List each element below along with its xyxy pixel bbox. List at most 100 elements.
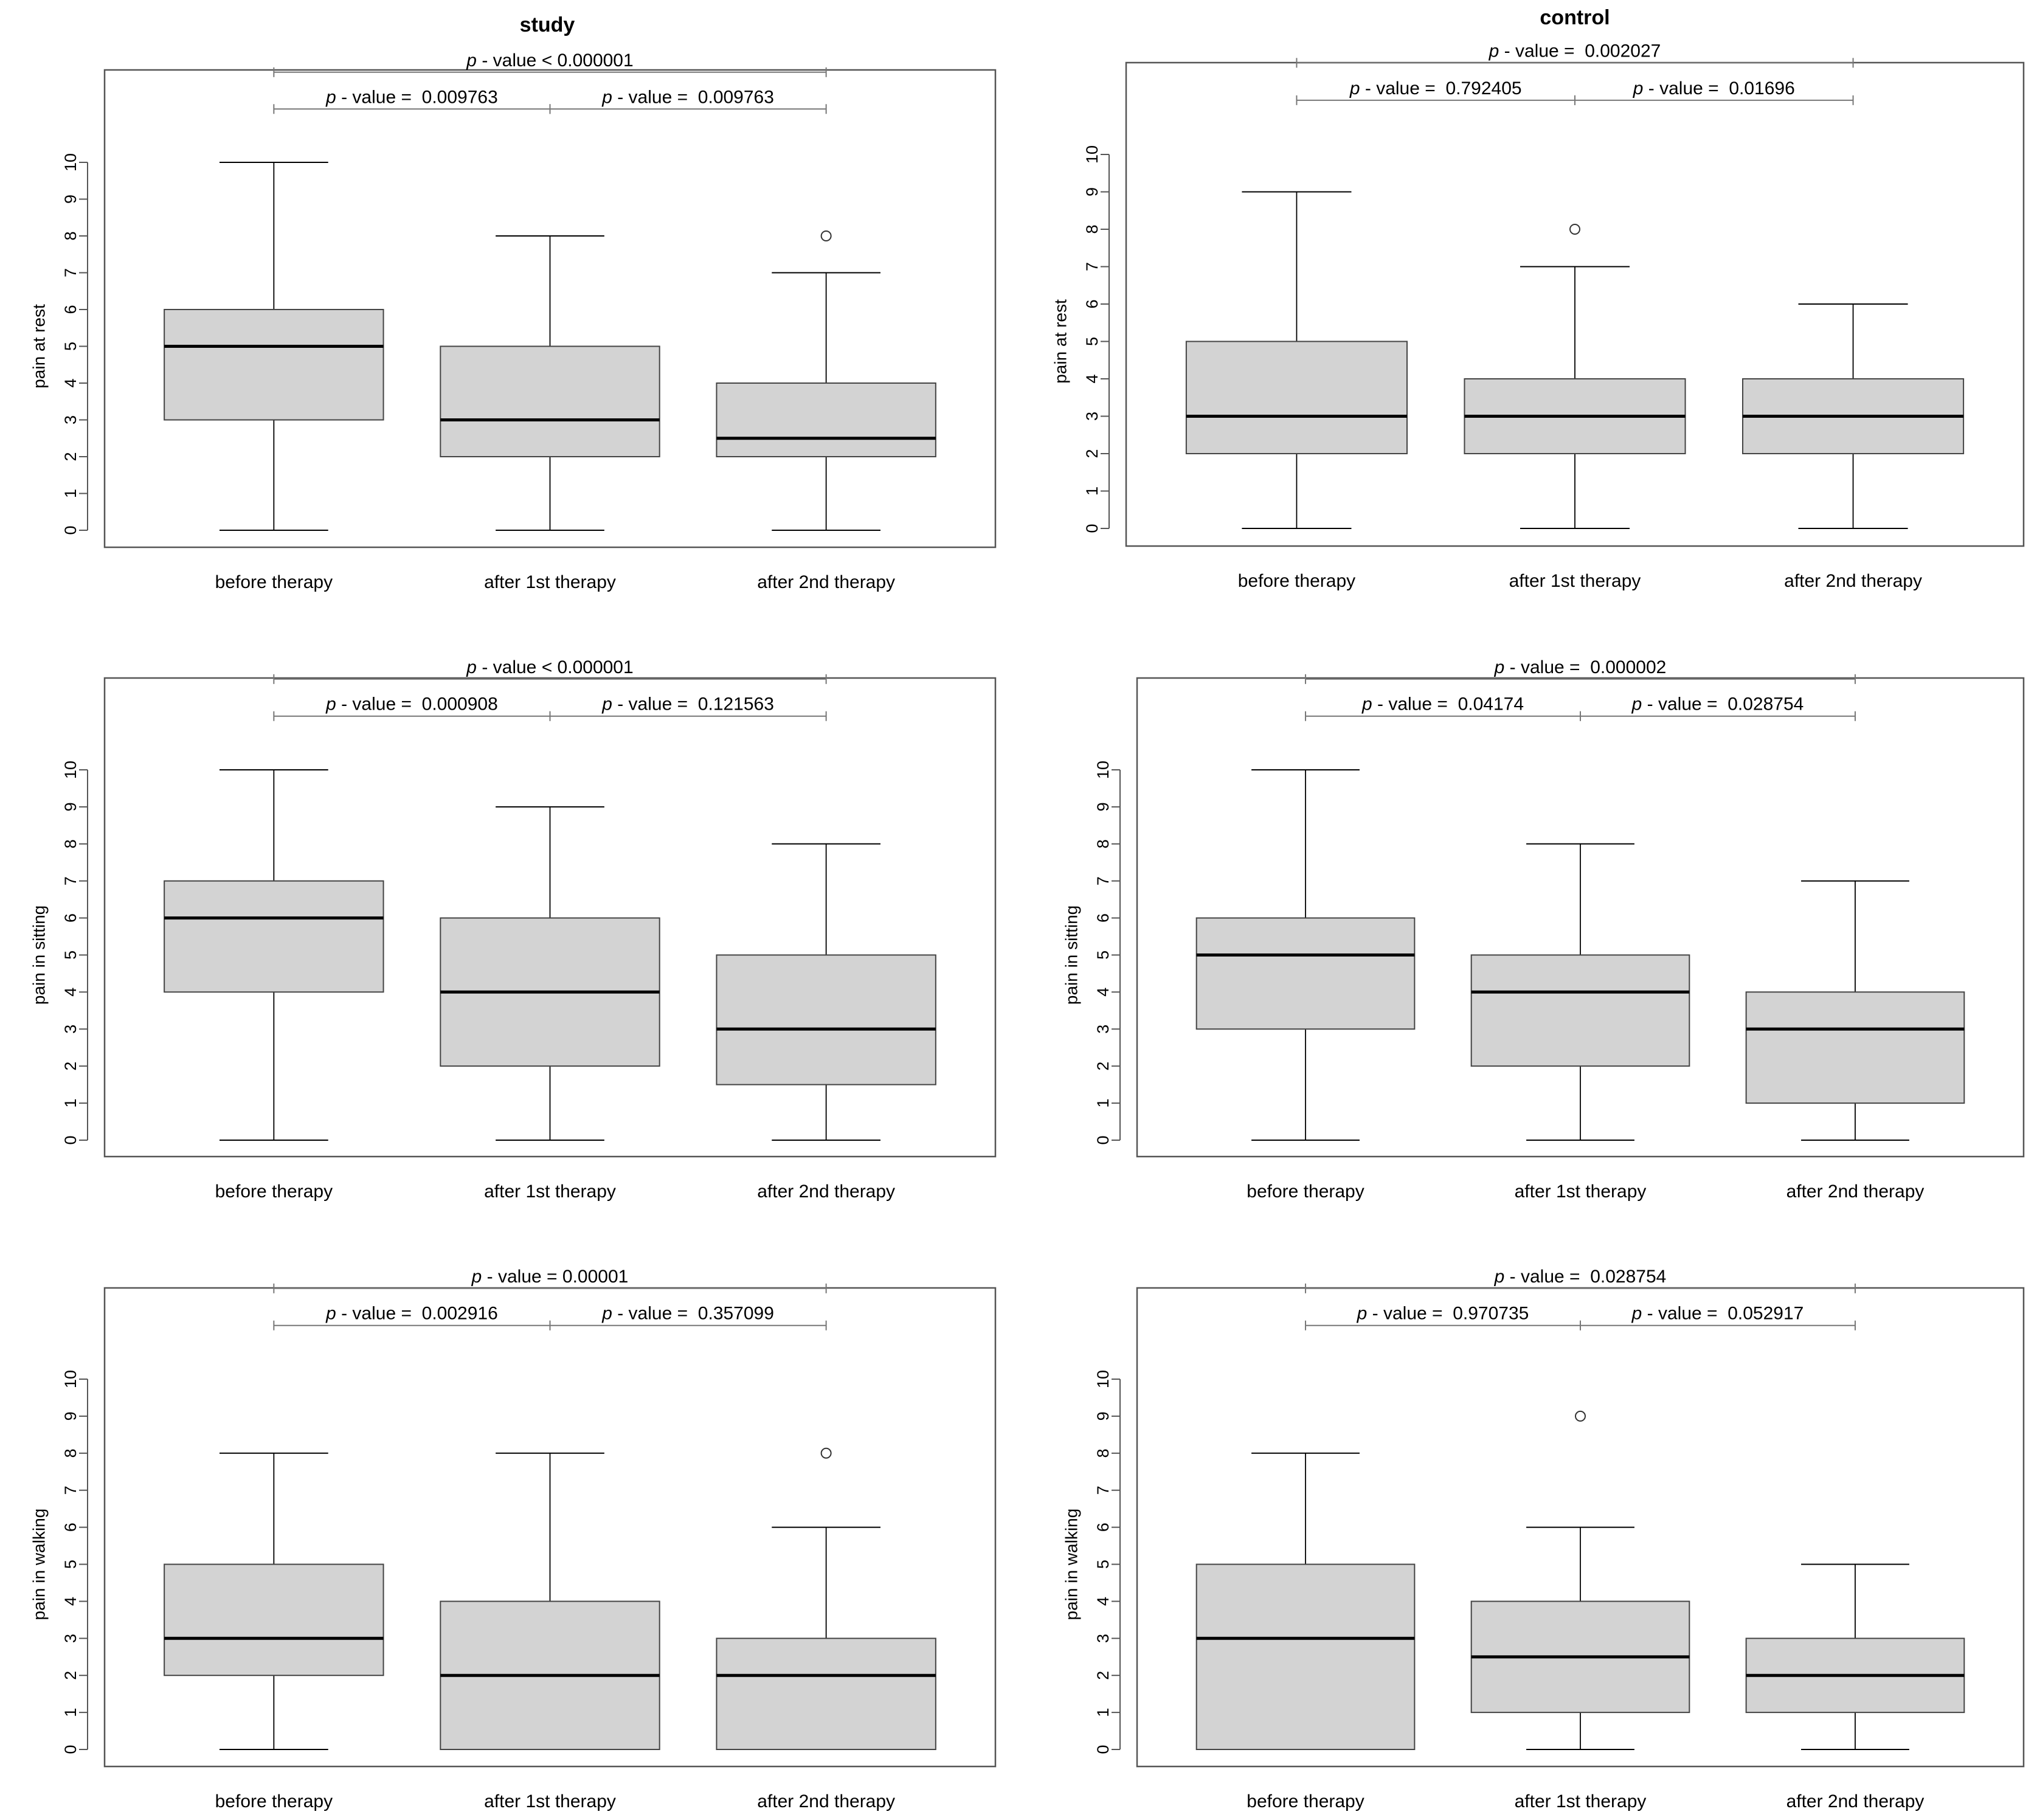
- outlier-point: [820, 230, 832, 241]
- y-tick-label: 7: [1083, 262, 1101, 271]
- iqr-box: [440, 345, 660, 457]
- y-tick-label: 8: [1094, 839, 1112, 848]
- x-category-label: after 2nd therapy: [1786, 1791, 1925, 1811]
- x-category-label: after 1st therapy: [1509, 571, 1641, 591]
- x-category-label: before therapy: [1238, 571, 1355, 591]
- y-tick-label: 4: [1083, 374, 1101, 383]
- y-tick-label: 0: [61, 525, 80, 535]
- y-tick-label: 0: [61, 1745, 80, 1754]
- y-tick-label: 5: [61, 342, 80, 351]
- y-tick-label: 10: [61, 761, 80, 779]
- y-axis-title: pain in sitting: [30, 905, 49, 1005]
- pvalue-label: p - value = 0.009763: [325, 87, 498, 107]
- panel-control-0: 0 1 2 3 4 5 6 7 8 9 10 pain at rest before therapy af…: [1051, 41, 2025, 591]
- iqr-box: [1185, 341, 1408, 454]
- iqr-box: [716, 954, 936, 1085]
- iqr-box: [164, 1563, 384, 1676]
- x-category-label: after 2nd therapy: [757, 1182, 895, 1202]
- y-tick-label: 4: [61, 378, 80, 387]
- pvalue-label: p - value = 0.357099: [601, 1304, 774, 1324]
- y-tick-label: 8: [1083, 224, 1101, 234]
- pvalue-label: p - value = 0.121563: [601, 694, 774, 715]
- pvalue-label: p - value = 0.970735: [1357, 1304, 1529, 1324]
- y-tick-label: 1: [1094, 1099, 1112, 1108]
- y-tick-label: 5: [61, 1560, 80, 1569]
- y-tick-label: 6: [1094, 1523, 1112, 1532]
- pvalue-label: p - value < 0.000001: [466, 50, 633, 71]
- y-axis-title: pain at rest: [1051, 299, 1070, 384]
- column-title-study: study: [520, 13, 575, 36]
- y-tick-label: 4: [1094, 1597, 1112, 1606]
- y-tick-label: 2: [1083, 449, 1101, 458]
- y-tick-label: 8: [61, 1448, 80, 1458]
- outlier-point: [1569, 224, 1580, 235]
- y-tick-label: 3: [1094, 1634, 1112, 1643]
- y-tick-label: 1: [1094, 1708, 1112, 1717]
- y-axis-title: pain in walking: [1062, 1509, 1081, 1621]
- pvalue-label: p - value = 0.009763: [601, 87, 774, 107]
- y-axis-title: pain at rest: [30, 304, 49, 389]
- y-tick-label: 9: [61, 802, 80, 811]
- y-tick-label: 0: [1094, 1135, 1112, 1144]
- y-tick-label: 5: [1083, 337, 1101, 346]
- y-tick-label: 9: [1094, 1411, 1112, 1420]
- iqr-box: [1745, 991, 1965, 1104]
- panel-study-0: 0 1 2 3 4 5 6 7 8 9 10 pain at rest before therapy af…: [30, 50, 997, 592]
- y-tick-label: 0: [1083, 524, 1101, 533]
- y-tick-label: 10: [1094, 1370, 1112, 1388]
- y-tick-label: 9: [1083, 187, 1101, 196]
- y-tick-label: 6: [61, 1523, 80, 1532]
- iqr-box: [1470, 954, 1690, 1067]
- y-tick-label: 2: [1094, 1062, 1112, 1071]
- y-tick-label: 9: [1094, 802, 1112, 811]
- y-tick-label: 3: [61, 1634, 80, 1643]
- y-tick-label: 10: [61, 1370, 80, 1388]
- pvalue-label: p - value = 0.000002: [1494, 657, 1667, 677]
- y-tick-label: 2: [1094, 1671, 1112, 1680]
- x-category-label: before therapy: [215, 1791, 333, 1811]
- y-tick-label: 10: [1094, 761, 1112, 779]
- y-tick-label: 6: [61, 913, 80, 922]
- x-category-label: before therapy: [1247, 1182, 1364, 1202]
- y-tick-label: 2: [61, 452, 80, 461]
- y-tick-label: 8: [61, 839, 80, 848]
- y-tick-label: 1: [61, 1099, 80, 1108]
- y-tick-label: 9: [61, 1411, 80, 1420]
- y-tick-label: 8: [61, 231, 80, 240]
- y-tick-label: 2: [61, 1062, 80, 1071]
- y-tick-label: 6: [1094, 913, 1112, 922]
- pvalue-label: p - value = 0.052917: [1631, 1304, 1804, 1324]
- pvalue-label: p - value = 0.028754: [1494, 1267, 1667, 1287]
- y-axis-title: pain in sitting: [1062, 905, 1081, 1005]
- outlier-point: [820, 1447, 832, 1459]
- x-category-label: after 2nd therapy: [757, 1791, 895, 1811]
- plot-frame: [1136, 677, 2025, 1158]
- x-category-label: before therapy: [1247, 1791, 1364, 1811]
- panel-study-1: 0 1 2 3 4 5 6 7 8 9 10 pain in sitting before therap…: [30, 657, 997, 1202]
- iqr-box: [716, 1638, 936, 1751]
- y-tick-label: 5: [1094, 1560, 1112, 1569]
- pvalue-label: p - value = 0.002027: [1489, 41, 1661, 61]
- y-axis-title: pain in walking: [30, 1509, 49, 1621]
- y-tick-label: 10: [1083, 145, 1101, 164]
- y-tick-label: 1: [61, 489, 80, 498]
- plot-frame: [103, 677, 997, 1158]
- x-category-label: after 1st therapy: [484, 572, 616, 592]
- iqr-box: [1195, 917, 1416, 1030]
- y-tick-label: 2: [61, 1671, 80, 1680]
- y-tick-label: 7: [61, 268, 80, 277]
- y-tick-label: 7: [1094, 1486, 1112, 1495]
- x-category-label: after 1st therapy: [484, 1791, 616, 1811]
- y-tick-label: 4: [61, 988, 80, 997]
- pvalue-label: p - value = 0.792405: [1349, 78, 1522, 99]
- pvalue-label: p - value = 0.002916: [325, 1304, 498, 1324]
- y-tick-label: 0: [1094, 1745, 1112, 1754]
- x-category-label: after 2nd therapy: [1786, 1182, 1925, 1202]
- column-title-control: control: [1540, 6, 1610, 29]
- y-tick-label: 10: [61, 153, 80, 171]
- y-tick-label: 5: [1094, 950, 1112, 960]
- iqr-box: [716, 382, 936, 457]
- y-tick-label: 8: [1094, 1448, 1112, 1458]
- y-tick-label: 5: [61, 950, 80, 960]
